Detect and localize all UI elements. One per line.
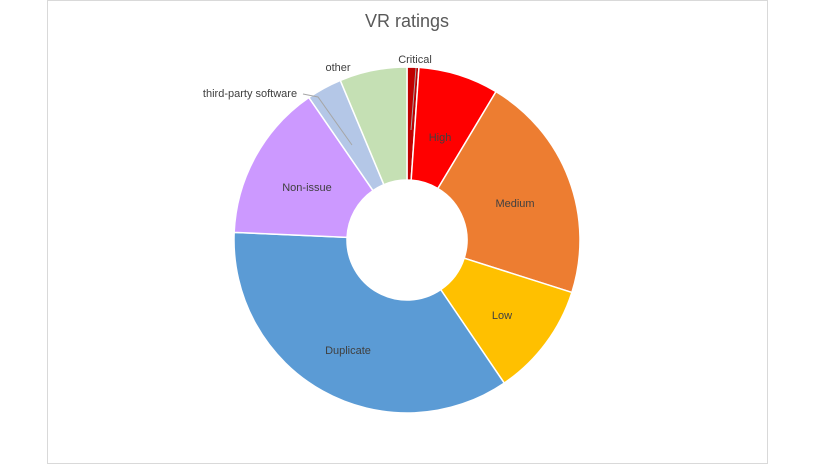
leader-line [302, 93, 353, 146]
slice-label: High [429, 132, 452, 144]
slice-label: Low [492, 310, 512, 322]
slice-label: other [325, 62, 350, 74]
slice-label: Duplicate [325, 345, 371, 357]
slice-label: Critical [398, 54, 432, 66]
donut-slice [436, 90, 581, 294]
chart-title: VR ratings [365, 11, 449, 31]
slice-label: Medium [495, 198, 534, 210]
donut-slice [233, 96, 375, 239]
donut-slice [233, 231, 506, 414]
slice-label: third-party software [203, 88, 297, 100]
slice-label: Non-issue [282, 182, 332, 194]
donut-slice [339, 66, 408, 186]
leader-line [410, 67, 417, 131]
